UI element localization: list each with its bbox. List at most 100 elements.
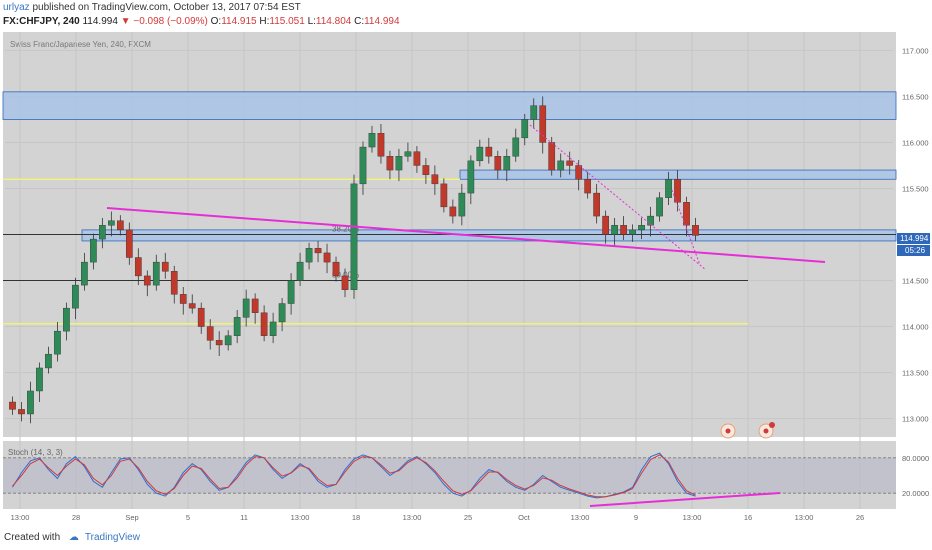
- price-tag-text: 114.994: [900, 234, 929, 243]
- price-zone: [2, 91, 897, 120]
- candle-body: [494, 156, 502, 171]
- candle-body: [674, 179, 681, 203]
- candle-body: [611, 225, 618, 235]
- event-icon-multi[interactable]: [758, 422, 775, 439]
- close-label: C:: [354, 16, 365, 27]
- candle-body: [485, 146, 493, 157]
- candle-body: [422, 165, 430, 175]
- candle-body: [99, 225, 106, 240]
- stochastic-indicator: 80.0000 20.0000 Stoch (14, 3, 3): [3, 448, 929, 507]
- candle-body: [440, 183, 448, 208]
- high-label: H:: [259, 16, 270, 27]
- created-with: Created with: [4, 532, 61, 543]
- price-zone: [81, 229, 897, 242]
- candle-body: [242, 298, 250, 318]
- x-tick-label: 11: [240, 513, 248, 522]
- x-tick-label: 25: [464, 513, 472, 522]
- candle-body: [413, 151, 421, 166]
- candle-body: [503, 156, 511, 171]
- candle-body: [368, 133, 376, 148]
- price-chart[interactable]: Swiss Franc/Japanese Yen, 240, FXCM 38.2…: [0, 0, 932, 530]
- low-label: L:: [307, 16, 316, 27]
- candle-body: [377, 133, 385, 157]
- stoch-k-line: [12, 452, 696, 499]
- candle-body: [27, 390, 34, 415]
- tradingview-cloud-icon: ☁: [68, 532, 79, 543]
- candle-body: [179, 294, 187, 304]
- candle-body: [566, 160, 574, 166]
- candle-body: [233, 317, 241, 336]
- stoch-level-label: 20.0000: [902, 489, 929, 498]
- fib-label: 50.00%: [332, 271, 359, 280]
- price-zone: [459, 169, 897, 180]
- candle-body: [386, 156, 394, 171]
- x-tick-label: 13:00: [403, 513, 422, 522]
- candle-body: [134, 257, 142, 277]
- candle-body: [215, 340, 223, 346]
- candle-body: [629, 229, 636, 235]
- chart-title: Swiss Franc/Japanese Yen, 240, FXCM: [10, 40, 151, 49]
- candle-body: [18, 409, 25, 415]
- candle-body: [350, 183, 358, 290]
- y-tick-label: 115.500: [902, 184, 929, 193]
- x-tick-label: Sep: [125, 513, 138, 522]
- candle-body: [63, 307, 70, 332]
- candle-body: [90, 238, 97, 263]
- time-tag-text: 05:26: [905, 246, 926, 255]
- candle-body: [161, 261, 169, 272]
- y-tick-label: 117.000: [902, 46, 929, 55]
- y-tick-label: 114.000: [902, 323, 929, 332]
- candle-body: [9, 401, 16, 410]
- candle-body: [638, 225, 645, 231]
- candle-body: [575, 165, 583, 180]
- candle-body: [314, 248, 322, 254]
- price-axis[interactable]: 117.000 116.500 116.000 115.500 114.500 114.0…: [902, 46, 929, 423]
- candle-body: [287, 280, 295, 304]
- trend-lines[interactable]: [106, 124, 826, 271]
- x-tick-label: 9: [634, 513, 638, 522]
- x-tick-label: 13:00: [795, 513, 814, 522]
- fib-label: 38.20%: [332, 225, 359, 234]
- y-tick-label: 116.000: [902, 138, 929, 147]
- candle-body: [593, 192, 600, 217]
- published-text: published on TradingView.com, October 13…: [29, 2, 301, 13]
- candle-body: [395, 156, 403, 171]
- candle-body: [683, 202, 690, 226]
- x-tick-label: 5: [186, 513, 190, 522]
- supply-demand-zones: [2, 91, 897, 242]
- candle-body: [332, 261, 340, 277]
- candle-body: [170, 271, 178, 295]
- candle-body: [548, 142, 556, 171]
- candle-body: [539, 105, 547, 143]
- event-icon[interactable]: [720, 423, 736, 439]
- x-tick-label: Oct: [518, 513, 531, 522]
- x-tick-label: 13:00: [291, 513, 310, 522]
- candle-body: [530, 105, 538, 120]
- publisher-line: urlyaz published on TradingView.com, Oct…: [3, 1, 301, 14]
- candle-body: [647, 215, 654, 226]
- candle-body: [512, 137, 520, 157]
- candle-body: [81, 261, 88, 286]
- candle-body: [278, 303, 286, 323]
- candle-body: [54, 330, 61, 355]
- candle-body: [665, 179, 672, 198]
- candle-body: [269, 321, 277, 336]
- x-tick-label: 18: [352, 513, 360, 522]
- y-tick-label: 114.500: [902, 277, 929, 286]
- candle-body: [431, 174, 439, 185]
- candle-body: [251, 298, 259, 313]
- low-value: 114.804: [315, 16, 352, 27]
- candle-body: [143, 275, 151, 286]
- ohlc-line: FX:CHFJPY, 240 114.994 ▼ −0.098 (−0.09%)…: [3, 15, 400, 28]
- candle-body: [602, 215, 609, 235]
- candle-body: [404, 151, 412, 157]
- candle-body: [152, 261, 160, 286]
- candle-body: [458, 192, 466, 217]
- publisher-user[interactable]: urlyaz: [3, 2, 30, 13]
- time-axis[interactable]: 13:00 28 Sep 5 11 13:00 18 13:00 25 Oct 13:00 9 13:0…: [11, 513, 865, 522]
- tradingview-brand[interactable]: TradingView: [84, 532, 140, 543]
- candle-body: [584, 179, 592, 194]
- footer: Created with ☁ TradingView: [4, 532, 140, 543]
- change-value: −0.098 (−0.09%): [133, 16, 208, 27]
- candle-body: [206, 326, 214, 341]
